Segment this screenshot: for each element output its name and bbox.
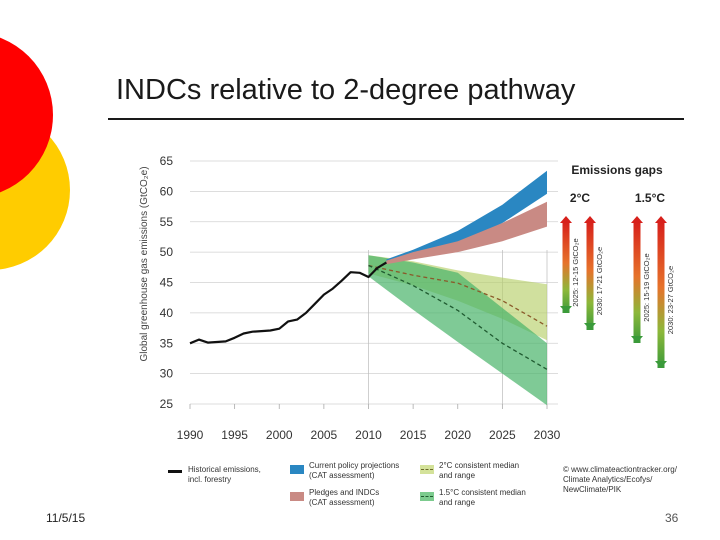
legend-label-2c: 2°C consistent median and range bbox=[439, 461, 520, 480]
gap-arrow-top bbox=[584, 216, 596, 223]
band-1-5c-range bbox=[368, 255, 547, 406]
gap-arrow-top bbox=[560, 216, 572, 223]
legend-label-1-5c: 1.5°C consistent median and range bbox=[439, 488, 526, 507]
gap-group-label: 2°C bbox=[570, 191, 590, 205]
title-divider bbox=[108, 118, 684, 120]
gap-bar-label: 2025: 12-15 GtCO₂e bbox=[571, 238, 580, 306]
gap-group-label: 1.5°C bbox=[635, 191, 665, 205]
y-tick-label: 40 bbox=[160, 306, 174, 320]
gap-bar bbox=[657, 222, 665, 368]
legend-swatch-current-policy bbox=[290, 465, 304, 474]
x-tick-label: 1990 bbox=[177, 428, 204, 442]
y-axis-label: Global greenhouse gas emissions (GtCO₂e) bbox=[139, 166, 150, 361]
gap-arrow-bottom bbox=[655, 361, 667, 368]
x-tick-label: 2010 bbox=[355, 428, 382, 442]
median-1-5c-line bbox=[368, 264, 548, 370]
series-area bbox=[189, 170, 548, 406]
tick-labels: 25 30 35 40 45 50 55 60 65 1990 1995 2000 2005 2010 20… bbox=[160, 154, 561, 442]
gap-bar bbox=[633, 222, 641, 343]
y-tick-label: 25 bbox=[160, 397, 174, 411]
red-circle bbox=[0, 37, 53, 193]
slide-title: INDCs relative to 2-degree pathway bbox=[116, 74, 576, 106]
gap-arrow-bottom bbox=[631, 336, 643, 343]
emissions-gaps-panel: Emissions gaps 2°C 1.5°C 2025: 12-15 GtCO₂e… bbox=[560, 163, 675, 368]
gap-arrow-bottom bbox=[584, 323, 596, 330]
x-tick-label: 2020 bbox=[444, 428, 471, 442]
gap-bar bbox=[586, 222, 594, 330]
legend-swatch-historical bbox=[168, 470, 182, 473]
page-number: 36 bbox=[665, 511, 679, 525]
legend-label-current-policy: Current policy projections (CAT assessme… bbox=[309, 461, 400, 480]
median-2c-line bbox=[368, 264, 548, 327]
x-tick-label: 2005 bbox=[311, 428, 338, 442]
gap-arrow-top bbox=[631, 216, 643, 223]
y-tick-label: 45 bbox=[160, 276, 174, 290]
x-tick-label: 1995 bbox=[221, 428, 248, 442]
decorative-circles bbox=[0, 37, 70, 270]
legend-swatch-pledges bbox=[290, 492, 304, 501]
legend-label-historical: Historical emissions, incl. forestry bbox=[188, 465, 261, 484]
y-tick-label: 35 bbox=[160, 336, 174, 350]
slide-date: 11/5/15 bbox=[46, 511, 86, 525]
x-tick-label: 2000 bbox=[266, 428, 293, 442]
x-tick-label: 2025 bbox=[489, 428, 516, 442]
legend-swatch-2c bbox=[420, 465, 434, 474]
x-tick-label: 2030 bbox=[534, 428, 561, 442]
historical-emissions-line bbox=[189, 261, 387, 345]
gap-bar-label: 2030: 23-27 GtCO₂e bbox=[666, 266, 675, 334]
gap-arrow-bottom bbox=[560, 306, 572, 313]
legend-swatch-1-5c bbox=[420, 492, 434, 501]
band-pledges-indcs bbox=[386, 201, 547, 265]
y-tick-label: 65 bbox=[160, 154, 174, 168]
y-tick-label: 60 bbox=[160, 184, 174, 198]
band-current-policy bbox=[386, 170, 547, 264]
gap-arrow-top bbox=[655, 216, 667, 223]
legend-label-pledges: Pledges and INDCs (CAT assessment) bbox=[309, 488, 380, 507]
gap-bar-label: 2025: 15-19 GtCO₂e bbox=[642, 253, 651, 321]
y-tick-label: 50 bbox=[160, 245, 174, 259]
x-tick-label: 2015 bbox=[400, 428, 427, 442]
emissions-gaps-title: Emissions gaps bbox=[571, 163, 663, 177]
source-credit: © www.climateactiontracker.org/ Climate … bbox=[563, 465, 677, 494]
y-tick-label: 30 bbox=[160, 367, 174, 381]
gap-bar bbox=[562, 222, 570, 313]
y-tick-label: 55 bbox=[160, 215, 174, 229]
gap-bar-label: 2030: 17-21 GtCO₂e bbox=[595, 247, 604, 315]
